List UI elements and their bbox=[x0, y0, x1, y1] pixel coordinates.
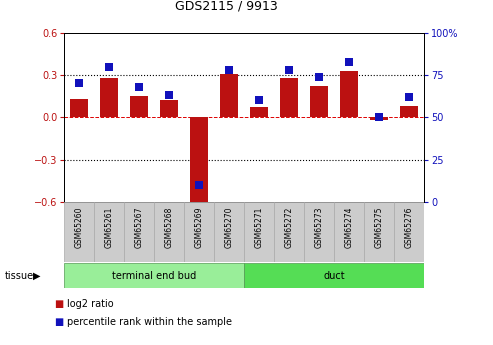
Bar bbox=[160, 100, 178, 117]
Bar bbox=[280, 78, 298, 117]
Text: log2 ratio: log2 ratio bbox=[67, 299, 113, 309]
Bar bbox=[274, 202, 304, 262]
Bar bbox=[190, 117, 208, 202]
Text: GSM65270: GSM65270 bbox=[224, 207, 234, 248]
Text: GSM65276: GSM65276 bbox=[404, 207, 414, 248]
Text: ■: ■ bbox=[54, 317, 64, 326]
Point bbox=[315, 74, 323, 79]
Bar bbox=[214, 202, 244, 262]
Bar bbox=[340, 71, 358, 117]
Bar bbox=[244, 202, 274, 262]
Text: GSM65274: GSM65274 bbox=[345, 207, 353, 248]
Text: GSM65275: GSM65275 bbox=[375, 207, 384, 248]
Point bbox=[165, 92, 173, 98]
Point bbox=[345, 59, 353, 64]
Point bbox=[405, 94, 413, 100]
Text: tissue: tissue bbox=[5, 271, 34, 280]
Bar bbox=[370, 117, 388, 120]
Bar bbox=[220, 73, 238, 117]
Bar bbox=[250, 107, 268, 117]
Point bbox=[285, 67, 293, 73]
Bar bbox=[100, 78, 118, 117]
Text: GSM65267: GSM65267 bbox=[135, 207, 143, 248]
Text: GSM65272: GSM65272 bbox=[284, 207, 293, 248]
Bar bbox=[400, 106, 418, 117]
Text: GSM65260: GSM65260 bbox=[74, 207, 84, 248]
Text: ▶: ▶ bbox=[33, 271, 41, 280]
Point bbox=[135, 84, 143, 90]
Bar bbox=[310, 86, 328, 117]
Text: GSM65273: GSM65273 bbox=[315, 207, 323, 248]
Bar bbox=[130, 96, 148, 117]
Point bbox=[375, 115, 383, 120]
Bar bbox=[124, 202, 154, 262]
Text: percentile rank within the sample: percentile rank within the sample bbox=[67, 317, 232, 326]
Point bbox=[75, 81, 83, 86]
Text: terminal end bud: terminal end bud bbox=[112, 271, 196, 280]
Point bbox=[105, 64, 113, 69]
Text: GSM65268: GSM65268 bbox=[165, 207, 174, 248]
Bar bbox=[94, 202, 124, 262]
Text: GDS2115 / 9913: GDS2115 / 9913 bbox=[175, 0, 278, 12]
Bar bbox=[154, 202, 184, 262]
Bar bbox=[304, 202, 334, 262]
Bar bbox=[64, 202, 94, 262]
Bar bbox=[364, 202, 394, 262]
Bar bbox=[64, 263, 244, 288]
Text: duct: duct bbox=[323, 271, 345, 280]
Point bbox=[195, 182, 203, 188]
Text: ■: ■ bbox=[54, 299, 64, 309]
Bar bbox=[184, 202, 214, 262]
Bar bbox=[334, 202, 364, 262]
Bar bbox=[244, 263, 424, 288]
Bar bbox=[70, 99, 88, 117]
Text: GSM65269: GSM65269 bbox=[195, 207, 204, 248]
Point bbox=[255, 98, 263, 103]
Text: GSM65261: GSM65261 bbox=[105, 207, 113, 248]
Bar bbox=[394, 202, 424, 262]
Text: GSM65271: GSM65271 bbox=[254, 207, 264, 248]
Point bbox=[225, 67, 233, 73]
